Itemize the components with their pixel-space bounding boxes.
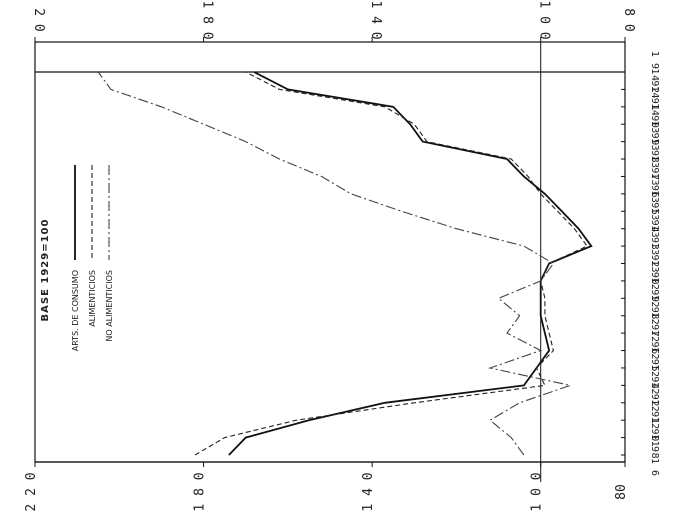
category-label: 1 9 3 2 bbox=[649, 225, 660, 267]
category-label: 1 9 3 7 bbox=[649, 138, 660, 180]
category-label: 1 9 4 1 bbox=[649, 68, 660, 110]
category-label: 1 9 2 1 bbox=[649, 382, 660, 424]
category-label: 1 9 4 2 bbox=[649, 51, 660, 93]
category-label: 1 9 3 5 bbox=[649, 173, 660, 215]
legend-label-1: ALIMENTICIOS bbox=[88, 270, 97, 327]
category-label: 1 9 3 6 bbox=[649, 155, 660, 197]
category-label: 1 9 2 6 bbox=[649, 312, 660, 354]
category-label: 1 9 1 6 bbox=[649, 434, 660, 476]
category-label: 1 9 3 8 bbox=[649, 121, 660, 163]
value-tick-label-top: 8 0 bbox=[621, 8, 636, 31]
category-label: 1 9 3 4 bbox=[649, 190, 660, 232]
legend-label-2: NO ALIMENTICIOS bbox=[105, 270, 114, 342]
value-tick-label-top: 1 8 0 bbox=[200, 0, 215, 39]
series-line-1 bbox=[194, 71, 588, 456]
value-tick-label: 2 2 0 bbox=[24, 472, 39, 511]
value-tick-label-top: 1 4 0 bbox=[368, 0, 383, 39]
value-tick-label: 80 bbox=[614, 484, 629, 500]
value-tick-label: 1 4 0 bbox=[361, 472, 376, 511]
category-label: 1 9 3 3 bbox=[649, 208, 660, 250]
category-label: 1 9 2 0 bbox=[649, 399, 660, 441]
category-label: 1 9 2 7 bbox=[649, 295, 660, 337]
chart-title: BASE 1929=100 bbox=[40, 219, 51, 322]
category-label: 1 9 2 2 bbox=[649, 364, 660, 406]
category-label: 1 9 4 0 bbox=[649, 86, 660, 128]
plot-frame bbox=[34, 41, 626, 463]
category-label: 1 9 3 0 bbox=[649, 242, 660, 284]
category-label: 1 9 2 5 bbox=[649, 329, 660, 371]
value-tick-label-top: 2 0 bbox=[31, 8, 46, 31]
category-label: 1 9 2 9 bbox=[649, 260, 660, 302]
value-tick-label: 1 8 0 bbox=[193, 472, 208, 511]
legend-label-0: ARTS. DE CONSUMO bbox=[71, 270, 80, 351]
series-line-0 bbox=[228, 71, 593, 456]
category-label: 1 9 2 4 bbox=[649, 347, 660, 389]
series-line-2 bbox=[97, 71, 573, 456]
category-label: 1 9 3 9 bbox=[649, 103, 660, 145]
category-label: 1 9 2 8 bbox=[649, 277, 660, 319]
value-tick-label: 1 0 0 bbox=[530, 472, 545, 511]
category-label: 1 9 1 8 bbox=[649, 417, 660, 459]
value-tick-label-top: 1 0 0 bbox=[537, 0, 552, 39]
